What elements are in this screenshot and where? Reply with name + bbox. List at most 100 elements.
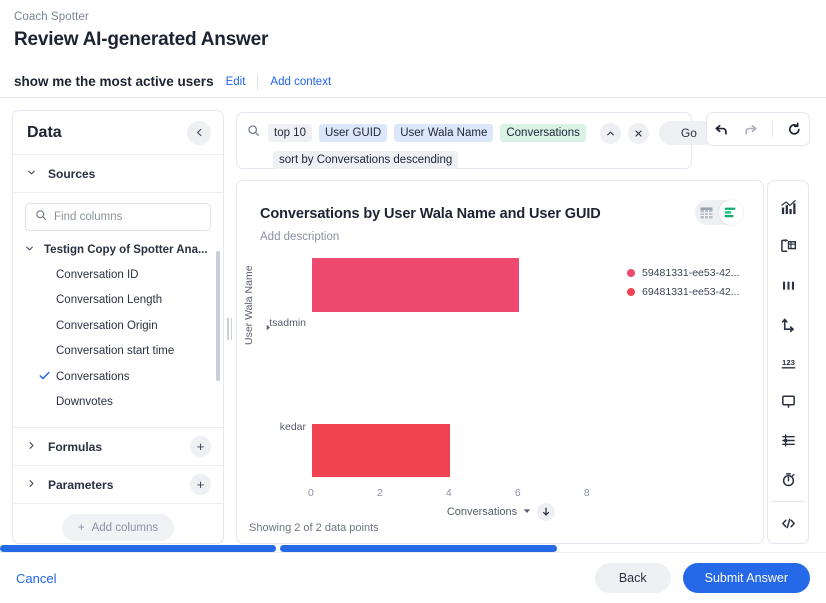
search-icon <box>247 124 260 142</box>
chevron-up-icon[interactable] <box>599 122 621 144</box>
chevron-down-icon <box>25 244 34 255</box>
query-token[interactable]: Conversations <box>500 124 586 142</box>
column-label: Downvotes <box>56 396 113 409</box>
sources-label: Sources <box>48 166 96 181</box>
pivot-table-icon[interactable] <box>771 227 805 266</box>
y-axis-menu-icon[interactable] <box>265 324 272 333</box>
number-format-icon[interactable]: 123 <box>771 344 805 383</box>
x-axis-label: Conversations <box>446 506 518 518</box>
plot-area: User Wala Name tsadmin kedar 0 2 4 6 8 <box>237 258 763 499</box>
page-footer: Cancel Back Submit Answer <box>0 552 826 603</box>
visualization-toggle <box>695 200 743 225</box>
source-name: Testign Copy of Spotter Ana... <box>44 243 208 256</box>
query-token[interactable]: top 10 <box>268 124 312 142</box>
chart-title: Conversations by User Wala Name and User… <box>260 206 601 222</box>
chart-config-icon[interactable] <box>771 188 805 227</box>
bar[interactable] <box>312 258 519 312</box>
y-axis-label: User Wala Name <box>243 265 255 345</box>
close-icon[interactable] <box>627 122 649 144</box>
sort-descending-icon[interactable] <box>537 503 556 521</box>
column-item[interactable]: Conversation Length <box>13 288 223 314</box>
history-controls <box>706 112 810 146</box>
column-label: Conversation start time <box>56 345 175 358</box>
alerts-icon[interactable] <box>771 460 805 499</box>
search-icon <box>35 208 47 226</box>
cancel-button[interactable]: Cancel <box>16 570 57 586</box>
legend-color-dot <box>627 268 635 277</box>
chevron-right-icon <box>27 441 36 452</box>
breadcrumb: Coach Spotter <box>14 11 89 23</box>
add-columns-row: + Add columns <box>13 503 223 543</box>
y-axis-tick: tsadmin <box>269 317 306 329</box>
horizontal-scrollbar-left[interactable] <box>0 545 276 552</box>
formulas-row[interactable]: Formulas + <box>13 427 223 465</box>
column-item[interactable]: Conversation start time <box>13 339 223 365</box>
column-item[interactable]: Conversations <box>13 364 223 390</box>
column-label: Conversation Length <box>56 294 163 307</box>
find-columns-wrap: Find columns <box>13 193 223 237</box>
add-parameter-button[interactable]: + <box>190 474 211 495</box>
x-axis-tick: 4 <box>445 487 452 499</box>
display-icon[interactable] <box>771 382 805 421</box>
chevron-left-icon[interactable] <box>187 120 211 145</box>
question-bar: show me the most active users Edit Add c… <box>0 66 826 98</box>
parameters-row[interactable]: Parameters + <box>13 465 223 503</box>
panel-resize-handle[interactable] <box>227 318 232 340</box>
bar[interactable] <box>312 424 450 477</box>
sources-section-header[interactable]: Sources <box>13 155 223 193</box>
legend-item[interactable]: 59481331-ee53-42... <box>627 263 749 282</box>
column-item[interactable]: Conversation Origin <box>13 313 223 339</box>
columns-icon[interactable] <box>771 266 805 305</box>
redo-arrow-icon[interactable] <box>743 122 758 137</box>
undo-arrow-icon[interactable] <box>714 122 729 137</box>
columns-tree: Testign Copy of Spotter Ana... Conversat… <box>13 237 223 427</box>
code-icon[interactable] <box>771 504 805 543</box>
plus-icon: + <box>77 521 85 534</box>
source-node[interactable]: Testign Copy of Spotter Ana... <box>13 237 223 262</box>
x-axis-tick: 0 <box>308 487 314 499</box>
legend-item[interactable]: 69481331-ee53-42... <box>627 282 749 301</box>
data-points-count: Showing 2 of 2 data points <box>249 522 379 534</box>
horizontal-scrollbar-right[interactable] <box>280 545 557 552</box>
column-item[interactable]: Downvotes <box>13 390 223 416</box>
divider <box>257 73 259 90</box>
svg-text:123: 123 <box>782 357 796 366</box>
query-token[interactable]: User GUID <box>318 124 388 142</box>
query-token[interactable]: sort by Conversations descending <box>273 151 459 169</box>
chart-card: Conversations by User Wala Name and User… <box>236 180 764 544</box>
chevron-down-icon[interactable] <box>523 507 531 517</box>
column-label: Conversations <box>56 370 130 383</box>
reset-icon[interactable] <box>787 121 802 137</box>
query-tokens-row-1: top 10 User GUID User Wala Name Conversatio… <box>247 121 719 145</box>
conditional-formatting-icon[interactable] <box>771 421 805 460</box>
submit-answer-button[interactable]: Submit Answer <box>682 563 810 593</box>
chart-legend: 59481331-ee53-42... 69481331-ee53-42... <box>627 263 749 301</box>
add-context-button[interactable]: Add context <box>270 75 332 88</box>
edit-question-button[interactable]: Edit <box>225 75 246 88</box>
columns-scrollbar[interactable] <box>216 251 220 381</box>
add-columns-button[interactable]: + Add columns <box>61 514 175 541</box>
column-label: Conversation ID <box>56 268 139 281</box>
parameters-label: Parameters <box>48 477 114 492</box>
query-search-bar[interactable]: top 10 User GUID User Wala Name Conversatio… <box>236 112 719 169</box>
add-formula-button[interactable]: + <box>190 436 211 457</box>
chart-description-placeholder[interactable]: Add description <box>260 231 340 243</box>
axes-icon[interactable] <box>771 305 805 344</box>
bar-chart-view-icon[interactable] <box>718 200 743 225</box>
back-button[interactable]: Back <box>594 563 671 593</box>
find-columns-input[interactable]: Find columns <box>25 203 211 231</box>
query-token[interactable]: User Wala Name <box>394 124 494 142</box>
add-columns-label: Add columns <box>91 521 159 534</box>
page-title: Review AI-generated Answer <box>14 29 269 50</box>
find-columns-placeholder: Find columns <box>54 211 123 223</box>
x-axis-tick: 2 <box>376 487 383 499</box>
y-axis-tick: kedar <box>279 421 306 433</box>
divider <box>771 501 805 503</box>
chevron-down-icon <box>27 168 36 179</box>
column-item[interactable]: Conversation ID <box>13 262 223 288</box>
formulas-label: Formulas <box>48 439 103 454</box>
x-axis-controls: Conversations <box>237 503 763 521</box>
data-panel: Data Sources Find columns <box>12 110 224 544</box>
table-view-icon[interactable] <box>695 200 719 225</box>
